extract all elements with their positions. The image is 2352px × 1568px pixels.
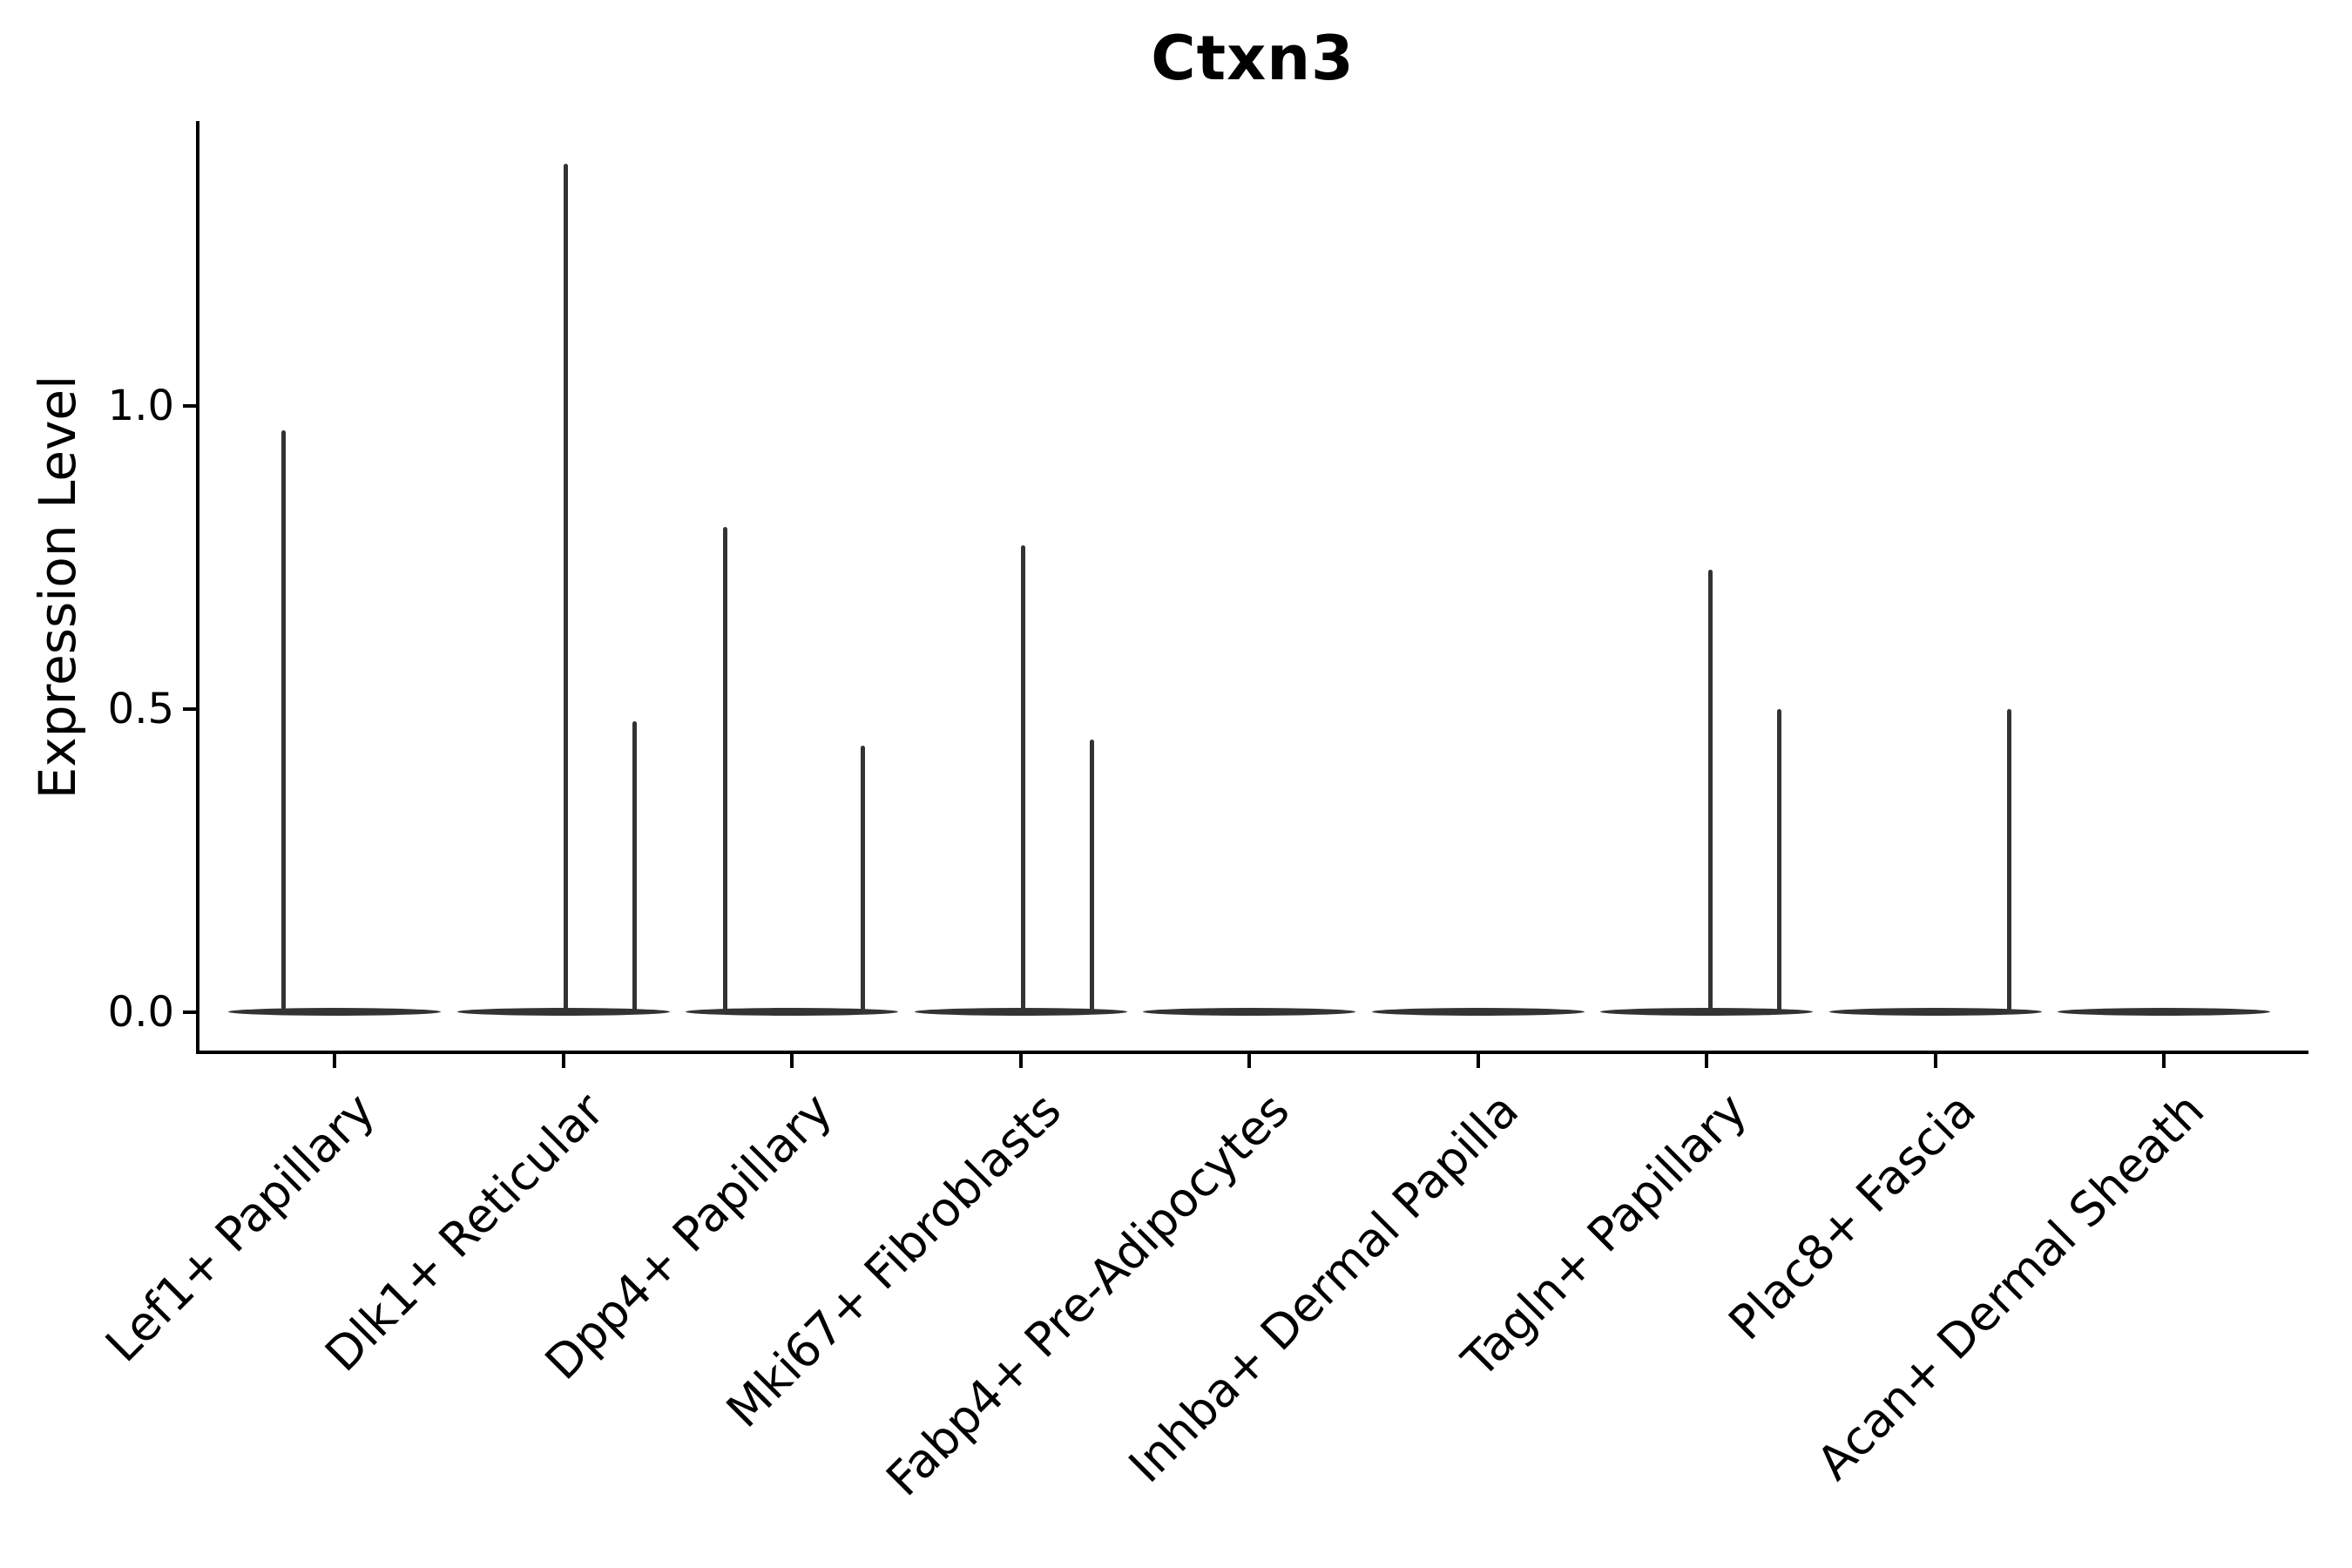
y-tick-label: 0.0 (107, 988, 174, 1037)
violin-spike (2006, 709, 2011, 1011)
y-tick-mark (183, 1010, 197, 1014)
violin-spike (1089, 739, 1094, 1011)
x-tick-mark (561, 1054, 565, 1068)
violin-base (2058, 1008, 2270, 1016)
violin-base (914, 1008, 1127, 1016)
violin-spike (632, 720, 637, 1011)
violin-spike (563, 163, 568, 1011)
x-tick-mark (1933, 1054, 1937, 1068)
x-axis-spine (196, 1051, 2308, 1054)
violin-spike (281, 429, 286, 1011)
violin-spike (723, 527, 727, 1011)
y-tick-mark (183, 707, 197, 711)
y-tick-label: 1.0 (107, 382, 174, 430)
violin-base (686, 1008, 898, 1016)
violin-spike (861, 745, 865, 1011)
violin-spike (1777, 709, 1781, 1011)
violin-base (1371, 1008, 1585, 1016)
x-tick-mark (1705, 1054, 1708, 1068)
x-tick-mark (1476, 1054, 1480, 1068)
x-tick-mark (1247, 1054, 1251, 1068)
y-axis-label: Expression Level (28, 375, 87, 800)
violin-base (228, 1008, 441, 1016)
y-axis-spine (196, 121, 199, 1054)
violin-base (1600, 1008, 1813, 1016)
x-tick-mark (333, 1054, 336, 1068)
x-tick-mark (2162, 1054, 2166, 1068)
x-tick-mark (790, 1054, 794, 1068)
plot-title: Ctxn3 (1151, 23, 1355, 94)
y-tick-mark (183, 404, 197, 408)
violin-base (1828, 1008, 2042, 1016)
y-tick-label: 0.5 (107, 685, 174, 733)
violin-base (1143, 1008, 1355, 1016)
x-tick-mark (1018, 1054, 1023, 1068)
violin-spike (1020, 545, 1025, 1011)
violin-base (456, 1008, 670, 1016)
violin-spike (1708, 569, 1713, 1011)
